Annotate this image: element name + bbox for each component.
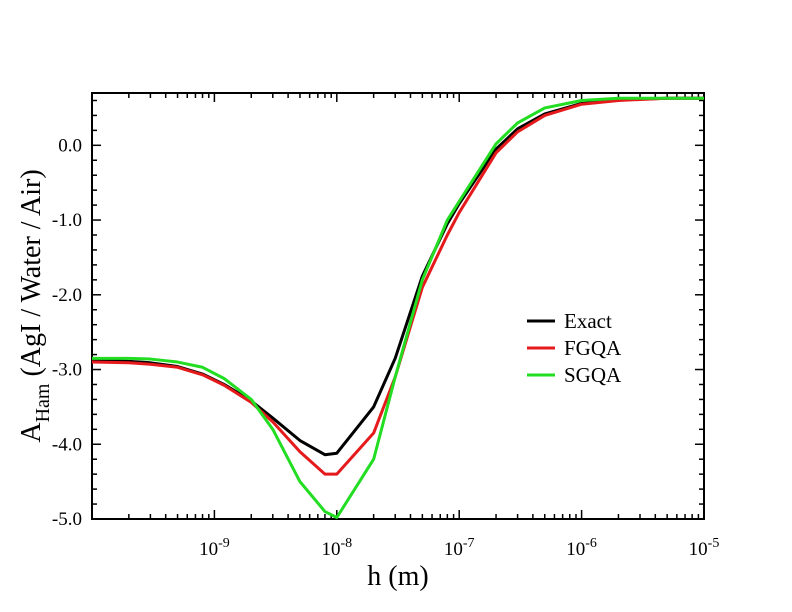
y-tick-label: -4.0 bbox=[52, 434, 82, 455]
y-axis-title-rest: (AgI / Water / Air) bbox=[16, 169, 47, 383]
x-tick-label-exponent: -9 bbox=[218, 536, 230, 551]
x-tick-label-exponent: -6 bbox=[585, 536, 597, 551]
x-tick-label-base: 10 bbox=[566, 539, 585, 560]
y-axis-title-base: A bbox=[16, 422, 47, 443]
x-tick-label: 10-5 bbox=[689, 536, 720, 560]
y-tick-label: 0.0 bbox=[58, 135, 82, 156]
x-tick-label: 10-6 bbox=[566, 536, 597, 560]
legend: Exact FGQA SGQA bbox=[527, 309, 622, 387]
y-axis-title: AHam (AgI / Water / Air) bbox=[16, 169, 54, 442]
x-tick-label-base: 10 bbox=[199, 539, 218, 560]
series-line-exact bbox=[91, 96, 704, 457]
x-tick-label-exponent: -5 bbox=[708, 536, 720, 551]
legend-label-exact: Exact bbox=[564, 309, 612, 333]
x-tick-label: 10-9 bbox=[199, 536, 230, 560]
x-tick-label: 10-8 bbox=[321, 536, 352, 560]
x-axis-title: h (m) bbox=[367, 561, 428, 592]
series-line-fgqa bbox=[91, 96, 704, 476]
y-tick-label: -3.0 bbox=[52, 360, 82, 381]
x-tick-label-base: 10 bbox=[444, 539, 463, 560]
x-tick-label: 10-7 bbox=[444, 536, 475, 560]
x-tick-label-base: 10 bbox=[689, 539, 708, 560]
series-line-sgqa bbox=[92, 96, 704, 520]
axis-ticks bbox=[92, 93, 704, 519]
y-tick-label: -2.0 bbox=[52, 285, 82, 306]
legend-label-fgqa: FGQA bbox=[564, 336, 622, 360]
x-tick-label-base: 10 bbox=[321, 539, 340, 560]
y-tick-labels: 0.0 -1.0 -2.0 -3.0 -4.0 -5.0 bbox=[52, 135, 82, 530]
x-tick-label-exponent: -7 bbox=[463, 536, 475, 551]
y-axis-title-sub: Ham bbox=[32, 383, 54, 422]
x-tick-labels: 10-9 10-8 10-7 10-6 10-5 bbox=[199, 536, 719, 560]
y-tick-label: -1.0 bbox=[52, 210, 82, 231]
plot-frame bbox=[91, 92, 705, 520]
legend-label-sgqa: SGQA bbox=[564, 363, 622, 387]
x-tick-label-exponent: -8 bbox=[340, 536, 352, 551]
series-lines bbox=[91, 96, 704, 520]
y-tick-label: -5.0 bbox=[52, 509, 82, 530]
